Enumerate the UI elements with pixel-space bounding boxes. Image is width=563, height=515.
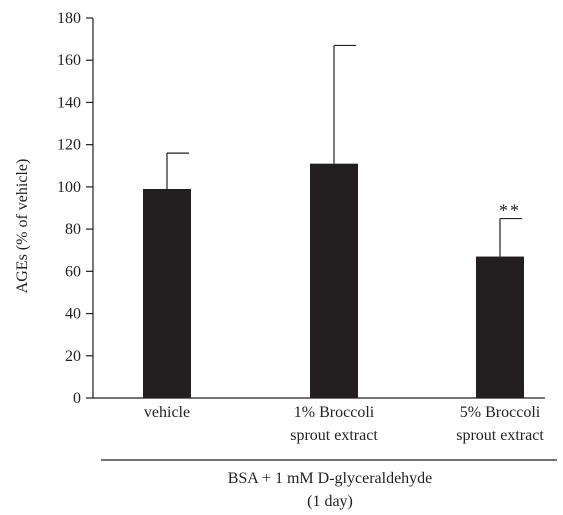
y-tick-label: 0 bbox=[73, 390, 81, 407]
y-tick-label: 140 bbox=[57, 94, 81, 111]
bar bbox=[310, 163, 358, 398]
x-category-label: sprout extract bbox=[456, 427, 544, 444]
group-label-line2: (1 day) bbox=[307, 493, 353, 510]
group-label-line1: BSA + 1 mM D-glyceraldehyde bbox=[228, 470, 433, 487]
y-tick-label: 180 bbox=[57, 10, 81, 27]
x-category-label: 1% Broccoli bbox=[294, 404, 375, 421]
bars-group: ** bbox=[143, 44, 524, 398]
y-tick-label: 100 bbox=[57, 179, 81, 196]
y-tick-label: 160 bbox=[57, 52, 81, 69]
x-category-label: sprout extract bbox=[290, 427, 378, 444]
x-category-label: 5% Broccoli bbox=[460, 404, 541, 421]
y-tick-label: 60 bbox=[65, 263, 81, 280]
y-tick-label: 120 bbox=[57, 137, 81, 154]
significance-marker: ** bbox=[499, 201, 521, 221]
y-axis: 0 20 40 60 80 100 120 140 160 180 bbox=[57, 10, 545, 407]
x-categories: vehicle 1% Broccoli sprout extract 5% Brocc… bbox=[144, 404, 544, 444]
y-tick-label: 80 bbox=[65, 221, 81, 238]
y-axis-title: AGEs (% of vehicle) bbox=[14, 159, 31, 294]
bar bbox=[476, 256, 524, 398]
y-tick-label: 40 bbox=[65, 306, 81, 323]
y-tick-label: 20 bbox=[65, 348, 81, 365]
bar bbox=[143, 189, 191, 398]
x-category-label: vehicle bbox=[144, 404, 190, 421]
